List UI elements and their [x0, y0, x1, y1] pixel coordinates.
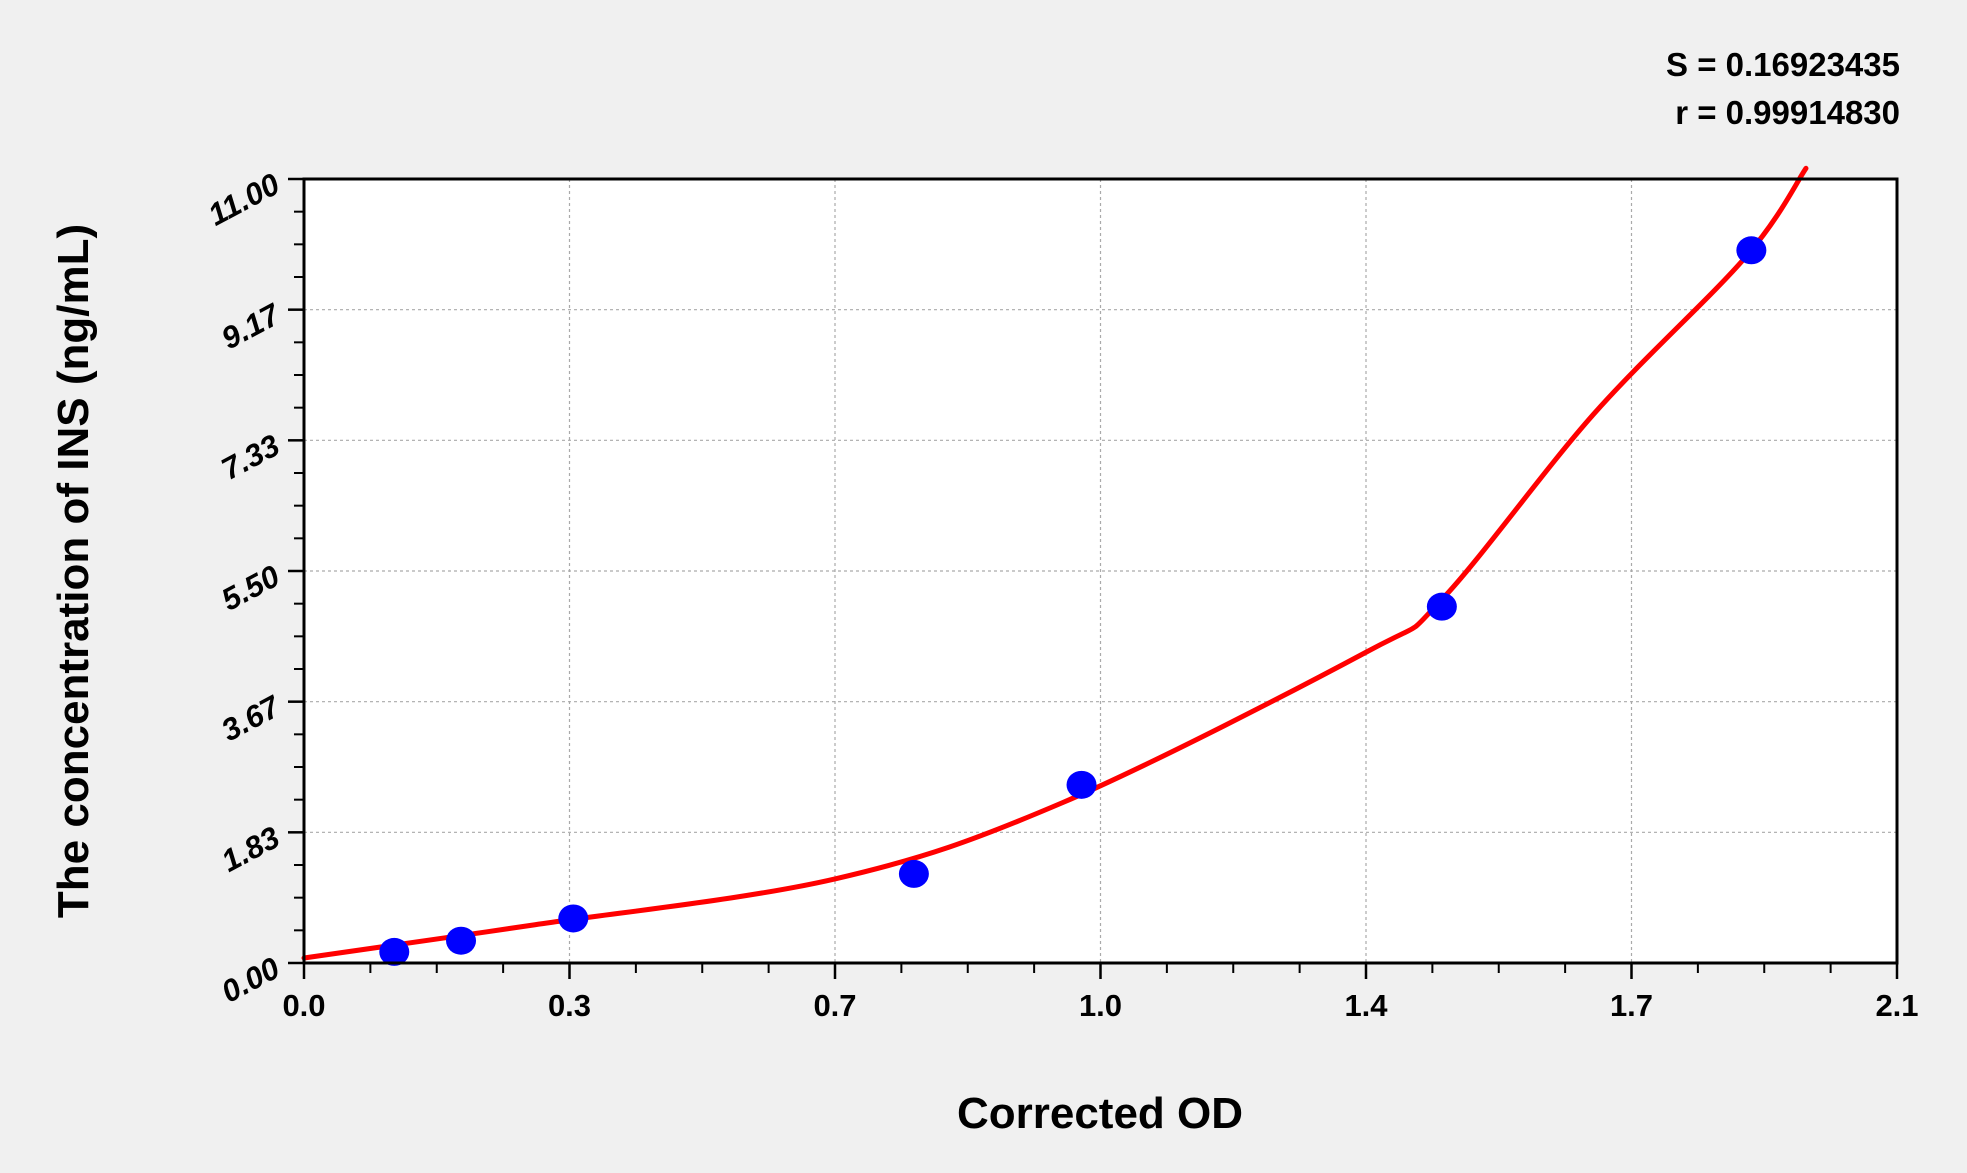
data-point	[379, 937, 410, 966]
y-tick-label: 11.00	[202, 166, 285, 232]
fit-curve	[301, 165, 1809, 961]
x-tick-label: 1.7	[1610, 988, 1653, 1023]
data-point	[446, 926, 477, 955]
y-tick-label: 5.50	[216, 558, 286, 617]
y-tick-label: 9.17	[216, 296, 287, 356]
data-points	[379, 236, 1767, 966]
axis-ticks: 0.0 0.3 0.7 1.0 1.4 1.7 2.1 0.00 1.83 3.67 5.50 7.3…	[202, 166, 1918, 1023]
x-tick-label: 0.0	[282, 988, 325, 1023]
y-tick-label: 3.67	[216, 688, 287, 748]
x-tick-label: 1.4	[1344, 988, 1388, 1023]
data-point	[1426, 592, 1457, 621]
s-statistic: S = 0.16923435	[1666, 46, 1900, 83]
fit-curve-group	[301, 165, 1809, 961]
x-tick-label: 1.0	[1079, 988, 1122, 1023]
data-point	[1736, 236, 1767, 265]
grid	[304, 179, 1897, 963]
plot-frame	[302, 177, 1899, 965]
y-tick-label: 1.83	[216, 820, 286, 879]
y-axis-title: The concentration of INS (ng/mL)	[49, 224, 98, 918]
x-tick-label: 0.3	[548, 988, 591, 1023]
data-point	[1066, 770, 1097, 799]
x-tick-label: 2.1	[1875, 988, 1918, 1023]
y-tick-label: 0.00	[216, 950, 286, 1009]
x-tick-label: 0.7	[813, 988, 856, 1023]
data-point	[558, 904, 589, 933]
x-axis-title: Corrected OD	[957, 1089, 1243, 1138]
y-tick-label: 7.33	[216, 428, 286, 487]
data-point	[898, 859, 929, 888]
r-statistic: r = 0.99914830	[1675, 94, 1900, 131]
